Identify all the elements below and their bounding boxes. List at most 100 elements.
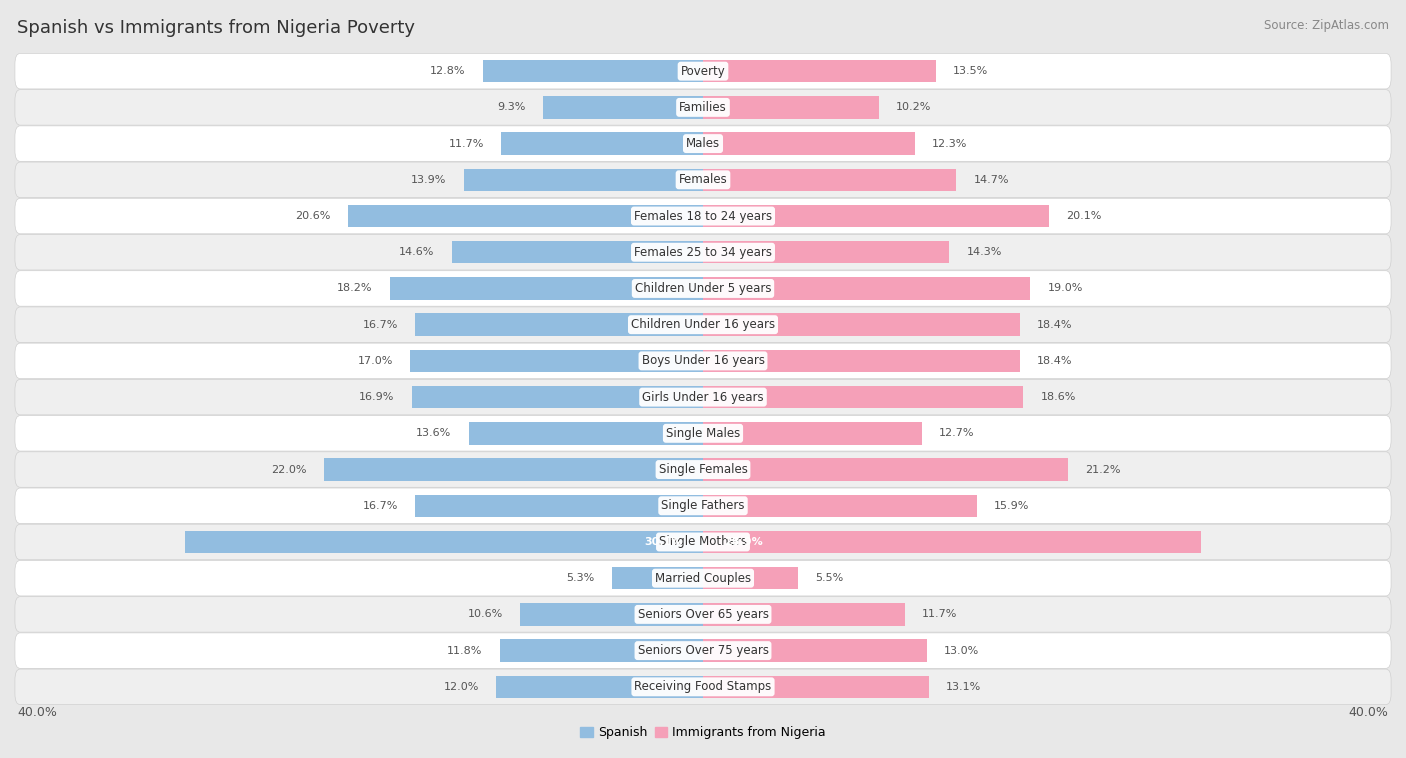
Text: Boys Under 16 years: Boys Under 16 years bbox=[641, 355, 765, 368]
Bar bbox=[703, 133, 915, 155]
Text: 5.3%: 5.3% bbox=[567, 573, 595, 583]
Bar bbox=[520, 603, 703, 625]
FancyBboxPatch shape bbox=[15, 669, 1391, 705]
Text: 14.7%: 14.7% bbox=[973, 175, 1010, 185]
Text: 10.2%: 10.2% bbox=[896, 102, 931, 112]
Text: 10.6%: 10.6% bbox=[468, 609, 503, 619]
Text: Receiving Food Stamps: Receiving Food Stamps bbox=[634, 681, 772, 694]
FancyBboxPatch shape bbox=[15, 53, 1391, 89]
Text: 12.7%: 12.7% bbox=[939, 428, 974, 438]
Text: 14.6%: 14.6% bbox=[399, 247, 434, 257]
Text: 15.9%: 15.9% bbox=[994, 501, 1029, 511]
Text: 12.3%: 12.3% bbox=[932, 139, 967, 149]
Bar bbox=[389, 277, 703, 299]
Bar bbox=[499, 640, 703, 662]
Bar bbox=[468, 422, 703, 444]
Bar bbox=[502, 133, 703, 155]
Text: 14.3%: 14.3% bbox=[966, 247, 1002, 257]
FancyBboxPatch shape bbox=[15, 89, 1391, 125]
Text: 12.8%: 12.8% bbox=[430, 66, 465, 76]
Text: 40.0%: 40.0% bbox=[17, 706, 58, 719]
Bar bbox=[703, 349, 1019, 372]
Bar bbox=[703, 567, 797, 590]
Bar bbox=[703, 241, 949, 264]
Text: 20.1%: 20.1% bbox=[1066, 211, 1102, 221]
Bar bbox=[703, 314, 1019, 336]
FancyBboxPatch shape bbox=[15, 379, 1391, 415]
Bar bbox=[703, 386, 1024, 409]
Text: Single Fathers: Single Fathers bbox=[661, 500, 745, 512]
Text: Females: Females bbox=[679, 174, 727, 186]
Text: 13.0%: 13.0% bbox=[945, 646, 980, 656]
FancyBboxPatch shape bbox=[15, 525, 1391, 559]
Text: Single Mothers: Single Mothers bbox=[659, 535, 747, 549]
Text: 30.1%: 30.1% bbox=[644, 537, 682, 547]
FancyBboxPatch shape bbox=[15, 597, 1391, 632]
Bar bbox=[703, 168, 956, 191]
FancyBboxPatch shape bbox=[15, 452, 1391, 487]
FancyBboxPatch shape bbox=[15, 126, 1391, 161]
Text: 18.6%: 18.6% bbox=[1040, 392, 1076, 402]
Bar bbox=[703, 640, 927, 662]
FancyBboxPatch shape bbox=[15, 234, 1391, 270]
Bar bbox=[703, 494, 977, 517]
Bar bbox=[703, 531, 1201, 553]
Bar bbox=[482, 60, 703, 83]
Text: Females 18 to 24 years: Females 18 to 24 years bbox=[634, 209, 772, 223]
Text: 13.9%: 13.9% bbox=[411, 175, 446, 185]
Bar bbox=[703, 675, 928, 698]
Text: 19.0%: 19.0% bbox=[1047, 283, 1083, 293]
FancyBboxPatch shape bbox=[15, 199, 1391, 233]
Bar bbox=[543, 96, 703, 118]
Bar bbox=[349, 205, 703, 227]
Text: 11.8%: 11.8% bbox=[447, 646, 482, 656]
FancyBboxPatch shape bbox=[15, 271, 1391, 306]
Bar bbox=[415, 314, 703, 336]
Bar bbox=[703, 205, 1049, 227]
Text: 9.3%: 9.3% bbox=[498, 102, 526, 112]
Text: 22.0%: 22.0% bbox=[271, 465, 307, 475]
FancyBboxPatch shape bbox=[15, 560, 1391, 596]
Legend: Spanish, Immigrants from Nigeria: Spanish, Immigrants from Nigeria bbox=[575, 722, 831, 744]
Text: 12.0%: 12.0% bbox=[444, 682, 479, 692]
Bar bbox=[703, 277, 1031, 299]
Text: Married Couples: Married Couples bbox=[655, 572, 751, 584]
Text: Seniors Over 65 years: Seniors Over 65 years bbox=[637, 608, 769, 621]
Text: Single Males: Single Males bbox=[666, 427, 740, 440]
Text: 40.0%: 40.0% bbox=[1348, 706, 1389, 719]
Text: 18.4%: 18.4% bbox=[1038, 320, 1073, 330]
FancyBboxPatch shape bbox=[15, 162, 1391, 198]
Text: 5.5%: 5.5% bbox=[815, 573, 844, 583]
FancyBboxPatch shape bbox=[15, 415, 1391, 451]
Text: 21.2%: 21.2% bbox=[1085, 465, 1121, 475]
FancyBboxPatch shape bbox=[15, 307, 1391, 343]
Text: 18.2%: 18.2% bbox=[337, 283, 373, 293]
Text: 20.6%: 20.6% bbox=[295, 211, 330, 221]
Text: 11.7%: 11.7% bbox=[449, 139, 484, 149]
Text: Source: ZipAtlas.com: Source: ZipAtlas.com bbox=[1264, 19, 1389, 32]
FancyBboxPatch shape bbox=[15, 343, 1391, 379]
Text: Females 25 to 34 years: Females 25 to 34 years bbox=[634, 246, 772, 258]
Bar bbox=[411, 349, 703, 372]
FancyBboxPatch shape bbox=[15, 633, 1391, 669]
Text: Spanish vs Immigrants from Nigeria Poverty: Spanish vs Immigrants from Nigeria Pover… bbox=[17, 19, 415, 37]
Text: Children Under 16 years: Children Under 16 years bbox=[631, 318, 775, 331]
Bar bbox=[184, 531, 703, 553]
Text: Seniors Over 75 years: Seniors Over 75 years bbox=[637, 644, 769, 657]
Bar bbox=[451, 241, 703, 264]
Bar bbox=[703, 422, 922, 444]
Bar bbox=[323, 459, 703, 481]
Bar bbox=[496, 675, 703, 698]
Text: 18.4%: 18.4% bbox=[1038, 356, 1073, 366]
Text: 11.7%: 11.7% bbox=[922, 609, 957, 619]
Bar bbox=[703, 459, 1069, 481]
Text: 28.9%: 28.9% bbox=[724, 537, 762, 547]
Bar bbox=[612, 567, 703, 590]
Text: 13.5%: 13.5% bbox=[953, 66, 988, 76]
Text: Poverty: Poverty bbox=[681, 64, 725, 77]
Bar bbox=[464, 168, 703, 191]
Bar bbox=[703, 603, 904, 625]
Bar bbox=[703, 60, 935, 83]
Text: Girls Under 16 years: Girls Under 16 years bbox=[643, 390, 763, 403]
Text: 16.7%: 16.7% bbox=[363, 320, 398, 330]
